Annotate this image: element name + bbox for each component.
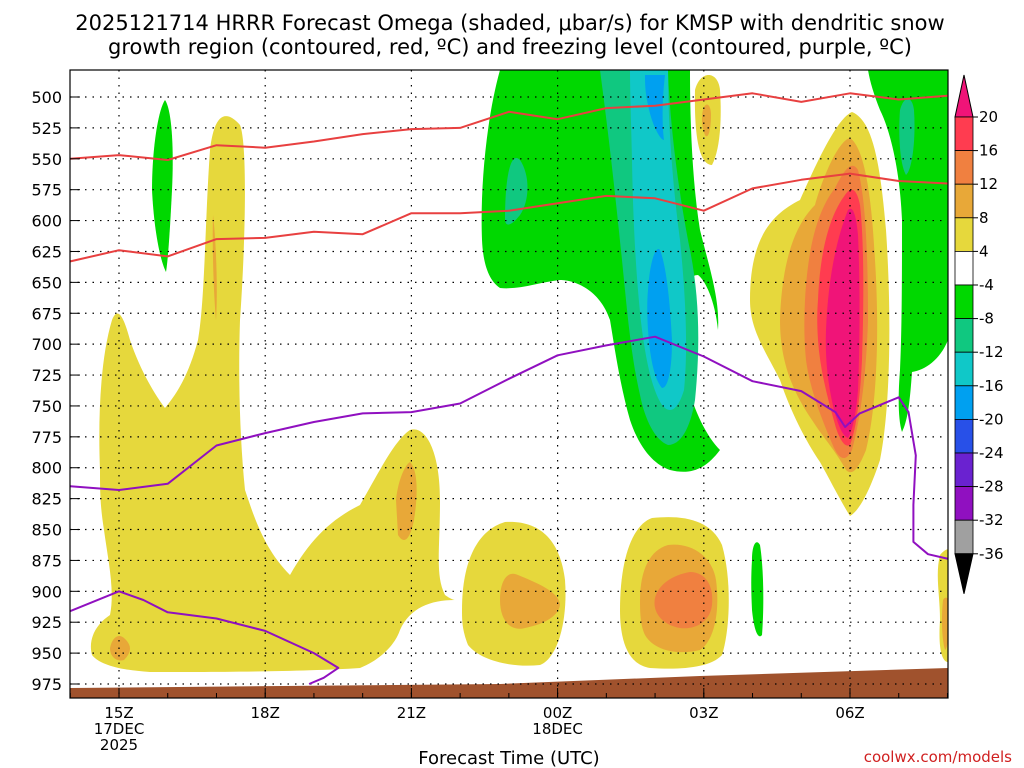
x-tick-label-00Z: 00Z — [543, 704, 572, 722]
omega-region-sink-04z-low — [751, 542, 764, 637]
colorbar-segment-12 — [954, 519, 974, 555]
x-tick-date-18DEC: 18DEC — [532, 720, 583, 738]
colorbar-segment-8 — [954, 385, 974, 420]
colorbar-top-arrow — [954, 74, 974, 118]
colorbar-label--28: -28 — [979, 478, 1004, 496]
y-tick-label-775: 775 — [31, 428, 62, 447]
colorbar-segment-3 — [954, 217, 974, 252]
colorbar-segment-4 — [954, 250, 974, 286]
y-tick-label-550: 550 — [31, 150, 62, 169]
y-tick-label-500: 500 — [31, 88, 62, 107]
colorbar-segment-0 — [954, 116, 974, 151]
colorbar-label--4: -4 — [979, 276, 994, 294]
colorbar-label-12: 12 — [979, 175, 998, 193]
x-axis-label: Forecast Time (UTC) — [418, 748, 599, 768]
dgz-bottom-line — [70, 172, 948, 263]
chart-title-line2: growth region (contoured, red, ºC) and f… — [108, 35, 912, 59]
y-axis: 500 525 550 575 600 625 650 675 700 725 750 775 800 8… — [31, 88, 80, 694]
colorbar-label--8: -8 — [979, 310, 994, 328]
credit-text: coolwx.com/models — [864, 748, 1012, 766]
omega-region-lift-08z-core — [941, 597, 948, 650]
x-tick-label-18Z: 18Z — [251, 704, 280, 722]
colorbar-label--20: -20 — [979, 410, 1004, 428]
x-tick-label-15Z: 15Z — [104, 704, 133, 722]
y-tick-label-950: 950 — [31, 644, 62, 663]
omega-region-sink-16z — [152, 100, 173, 272]
colorbar: 20 16 12 8 4 -4 -8 -12 -16 -20 -24 -28 -32 -36 — [954, 74, 1004, 594]
y-tick-label-975: 975 — [31, 675, 62, 694]
omega-region-lift-column-17z-core — [212, 215, 217, 320]
y-tick-label-850: 850 — [31, 521, 62, 540]
terrain-fill — [70, 668, 948, 698]
colorbar-label-20: 20 — [979, 108, 998, 126]
colorbar-segment-5 — [954, 284, 974, 319]
colorbar-bottom-arrow — [954, 553, 974, 594]
plot-area — [70, 70, 948, 698]
freezing-level-lower-line — [70, 590, 340, 685]
x-tick-label-21Z: 21Z — [397, 704, 426, 722]
colorbar-label--24: -24 — [979, 444, 1004, 462]
omega-region-sink-blue-mid — [647, 249, 672, 388]
y-tick-label-650: 650 — [31, 273, 62, 292]
colorbar-label--16: -16 — [979, 377, 1004, 395]
omega-region-lift-15z-core — [110, 636, 130, 661]
y-tick-label-700: 700 — [31, 335, 62, 354]
y-tick-label-825: 825 — [31, 490, 62, 509]
colorbar-label--36: -36 — [979, 545, 1004, 563]
freezing-level-upper-line — [70, 335, 948, 560]
colorbar-segment-2 — [954, 183, 974, 219]
colorbar-label-16: 16 — [979, 142, 998, 160]
colorbar-label-4: 4 — [979, 242, 989, 260]
y-tick-label-575: 575 — [31, 181, 62, 200]
colorbar-segment-7 — [954, 351, 974, 387]
x-tick-label-06Z: 06Z — [835, 704, 864, 722]
y-tick-label-900: 900 — [31, 582, 62, 601]
omega-region-lift-02z-core — [654, 572, 713, 629]
colorbar-label--12: -12 — [979, 343, 1004, 361]
dgz-top-line — [70, 92, 948, 161]
omega-shading — [90, 70, 948, 672]
colorbar-label-8: 8 — [979, 209, 989, 227]
omega-region-sink-07z-teal — [899, 98, 915, 175]
colorbar-segment-1 — [954, 150, 974, 185]
y-tick-label-525: 525 — [31, 119, 62, 138]
omega-region-sink-blue — [645, 75, 665, 140]
omega-region-sink-07z-left — [920, 70, 935, 120]
x-tick-date-17DEC: 17DEC — [94, 720, 145, 738]
colorbar-segment-11 — [954, 486, 974, 521]
omega-region-lift-06z-20 — [825, 208, 860, 438]
y-tick-label-800: 800 — [31, 459, 62, 478]
colorbar-segment-10 — [954, 452, 974, 487]
omega-region-sink-07z — [868, 70, 948, 432]
y-tick-label-675: 675 — [31, 304, 62, 323]
y-tick-label-625: 625 — [31, 242, 62, 261]
x-tick-year-2025: 2025 — [100, 736, 138, 754]
colorbar-label--32: -32 — [979, 511, 1004, 529]
y-tick-label-725: 725 — [31, 366, 62, 385]
omega-region-lift-23z-low-core — [500, 573, 560, 629]
omega-region-sink-cyan — [630, 70, 687, 410]
colorbar-segment-9 — [954, 418, 974, 454]
y-tick-label-925: 925 — [31, 613, 62, 632]
colorbar-segment-6 — [954, 318, 974, 353]
chart-title-line1: 2025121714 HRRR Forecast Omega (shaded, … — [75, 11, 944, 35]
omega-region-lift-low-left — [90, 116, 455, 672]
x-tick-label-03Z: 03Z — [689, 704, 718, 722]
y-tick-label-875: 875 — [31, 551, 62, 570]
y-tick-label-600: 600 — [31, 212, 62, 231]
contour-lines — [70, 92, 948, 685]
y-tick-label-750: 750 — [31, 397, 62, 416]
